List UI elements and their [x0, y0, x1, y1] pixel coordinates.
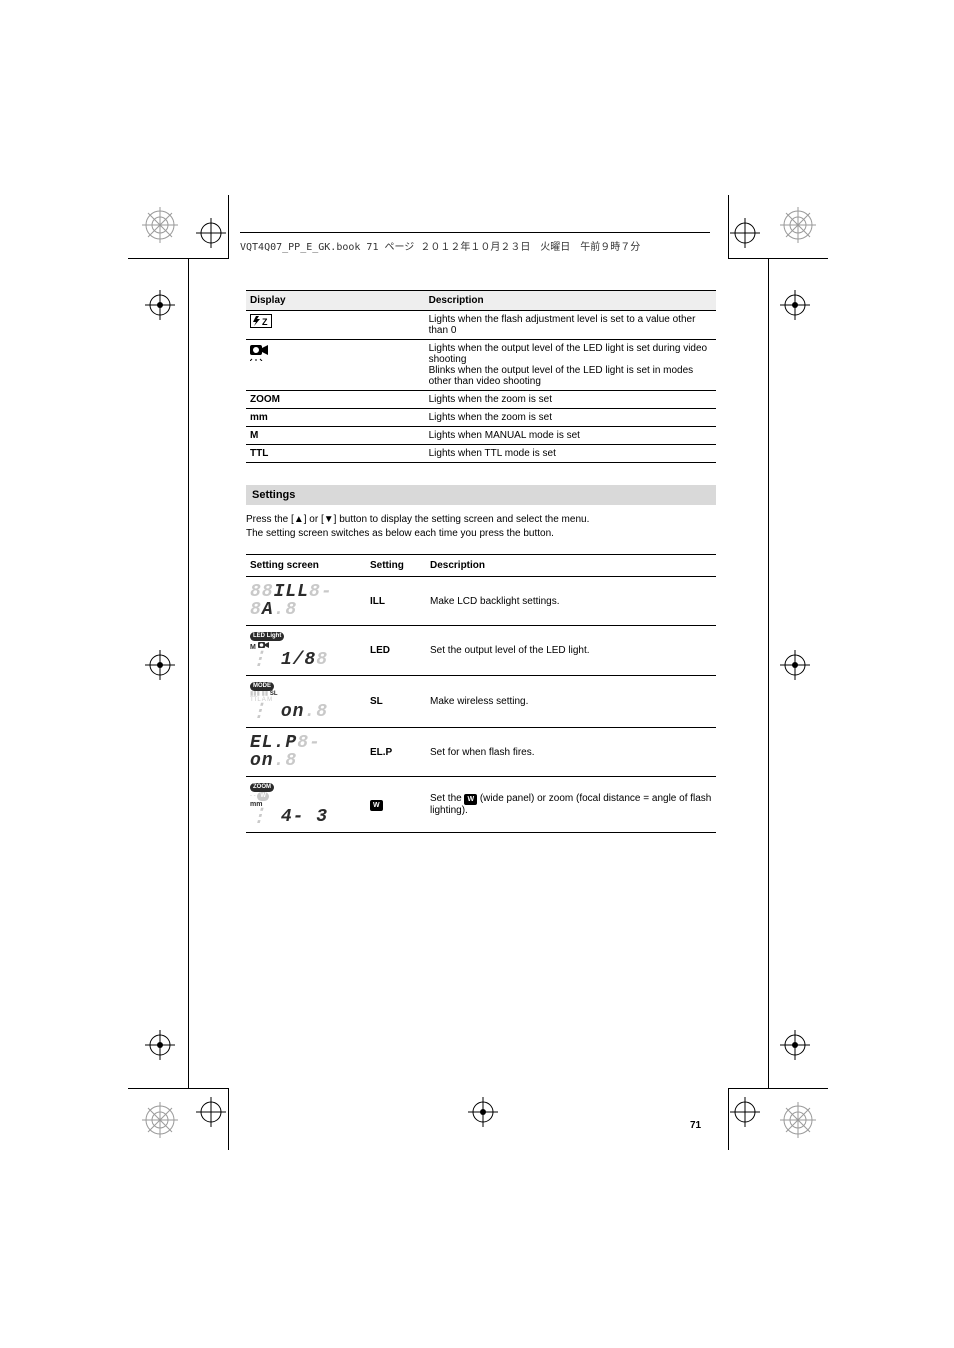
note-text: ] button to display the setting screen a… [334, 514, 590, 525]
cross-icon [730, 1097, 760, 1127]
desc-text: Set the [430, 793, 464, 804]
header-setting: Setting [366, 555, 426, 577]
regmark-top-left-star [140, 205, 180, 245]
regmark-bot-right-star [778, 1100, 818, 1140]
header-desc: Description [426, 555, 716, 577]
m-label: M [250, 430, 258, 441]
w-panel-icon: W [370, 800, 383, 811]
table-row: TTL Lights when TTL mode is set [246, 445, 716, 463]
crop-line [228, 195, 229, 259]
settings-heading: Settings [246, 485, 716, 505]
cross-icon [196, 218, 226, 248]
row-desc: Lights when the flash adjustment level i… [425, 311, 716, 340]
setting-desc: Set for when flash fires. [426, 728, 716, 777]
cross-icon [780, 290, 810, 320]
cross-icon [145, 290, 175, 320]
crop-line [228, 1088, 229, 1150]
settings-note: Press the [▲] or [▼] button to display t… [246, 513, 716, 540]
cross-icon [730, 218, 760, 248]
regmark-top-right-star [778, 205, 818, 245]
table-row: EL.P8-on.8 EL.P Set for when flash fires… [246, 728, 716, 777]
note-text: ] or [ [304, 514, 324, 525]
row-desc: Lights when the output level of the LED … [425, 340, 716, 391]
table-row: ZOOM Lights when the zoom is set [246, 391, 716, 409]
cross-icon [780, 1030, 810, 1060]
lcd-cell: EL.P8-on.8 [246, 728, 366, 777]
table-row: mm Lights when the zoom is set [246, 409, 716, 427]
setting-desc: Set the output level of the LED light. [426, 626, 716, 676]
header-lcd: Setting screen [246, 555, 366, 577]
table-row: Lights when the output level of the LED … [246, 340, 716, 391]
table-row: 88ILL8-8A.8 ILL Make LCD backlight setti… [246, 577, 716, 626]
setting-name: W [366, 777, 426, 833]
row-desc: Lights when the zoom is set [425, 409, 716, 427]
setting-name: EL.P [366, 728, 426, 777]
page-content: Display Description Z Lights when the fl… [246, 290, 716, 833]
crop-line [728, 258, 828, 259]
row-desc: Lights when MANUAL mode is set [425, 427, 716, 445]
setting-name: SL [366, 676, 426, 728]
header-display: Display [246, 291, 425, 311]
crop-line [728, 1088, 828, 1089]
crop-line [768, 258, 769, 1088]
down-triangle-icon: ▼ [324, 514, 334, 525]
crop-line [728, 1088, 729, 1150]
settings-table: Setting screen Setting Description 88ILL… [246, 554, 716, 833]
cross-icon [780, 650, 810, 680]
w-panel-icon: W [464, 794, 477, 805]
crop-line [188, 258, 189, 1088]
table-row: MODE▮▮▮ ▮▮ SLTTL A M ⋮ on.8 SL Make wire… [246, 676, 716, 728]
up-triangle-icon: ▲ [294, 514, 304, 525]
setting-desc: Make wireless setting. [426, 676, 716, 728]
note-text: Press the [ [246, 514, 294, 525]
ttl-label: TTL [250, 448, 268, 459]
svg-text:Z: Z [262, 317, 268, 327]
setting-desc: Set the W (wide panel) or zoom (focal di… [426, 777, 716, 833]
lcd-cell: 88ILL8-8A.8 [246, 577, 366, 626]
crop-line [728, 195, 729, 259]
regmark-bot-left-star [140, 1100, 180, 1140]
setting-name: ILL [366, 577, 426, 626]
page-number: 71 [690, 1120, 701, 1131]
row-desc: Lights when TTL mode is set [425, 445, 716, 463]
setting-desc: Make LCD backlight settings. [426, 577, 716, 626]
running-head: VQT4Q07_PP_E_GK.book 71 ページ ２０１２年１０月２３日 … [240, 227, 714, 253]
lcd-cell: ZOOM- - Wmm ⋮ 4- 3 [246, 777, 366, 833]
table-header-row: Display Description [246, 291, 716, 311]
table-row: ZOOM- - Wmm ⋮ 4- 3 W Set the W (wide pan… [246, 777, 716, 833]
table-row: LED LightM ⋮ 1/88 LED Set the output lev… [246, 626, 716, 676]
table-header-row: Setting screen Setting Description [246, 555, 716, 577]
flash-adjust-icon: Z [250, 314, 272, 328]
crop-line [128, 258, 228, 259]
crop-line [128, 1088, 228, 1089]
table-row: M Lights when MANUAL mode is set [246, 427, 716, 445]
zoom-label: ZOOM [250, 394, 280, 405]
setting-name: LED [366, 626, 426, 676]
lcd-cell: LED LightM ⋮ 1/88 [246, 626, 366, 676]
display-icon-table: Display Description Z Lights when the fl… [246, 290, 716, 463]
mm-label: mm [250, 412, 268, 423]
note-text: The setting screen switches as below eac… [246, 528, 554, 539]
header-description: Description [425, 291, 716, 311]
cross-icon [468, 1097, 498, 1127]
table-row: Z Lights when the flash adjustment level… [246, 311, 716, 340]
cross-icon [145, 650, 175, 680]
cross-icon [145, 1030, 175, 1060]
page-root: VQT4Q07_PP_E_GK.book 71 ページ ２０１２年１０月２３日 … [0, 0, 954, 1348]
cross-icon [196, 1097, 226, 1127]
video-led-icon [250, 343, 272, 361]
lcd-cell: MODE▮▮▮ ▮▮ SLTTL A M ⋮ on.8 [246, 676, 366, 728]
running-head-text: VQT4Q07_PP_E_GK.book 71 ページ ２０１２年１０月２３日 … [240, 242, 640, 253]
row-desc: Lights when the zoom is set [425, 391, 716, 409]
